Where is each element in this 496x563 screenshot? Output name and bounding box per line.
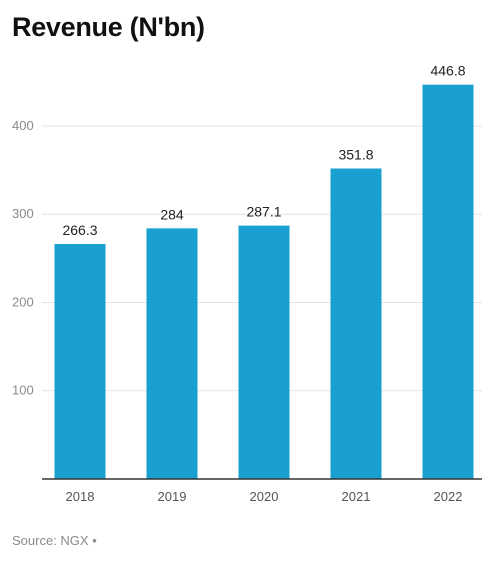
bar	[330, 168, 382, 479]
data-label: 266.3	[62, 222, 97, 238]
data-label: 351.8	[338, 147, 373, 163]
x-tick-label: 2021	[342, 489, 371, 504]
x-tick-label: 2019	[158, 489, 187, 504]
y-tick-label: 400	[12, 118, 34, 133]
bar	[146, 228, 198, 479]
x-tick-label: 2020	[250, 489, 279, 504]
source-note: Source: NGX •	[12, 533, 97, 548]
y-tick-label: 300	[12, 206, 34, 221]
data-labels: 266.3 284 287.1 351.8 446.8	[62, 63, 465, 238]
x-axis-ticks: 2018 2019 2020 2021 2022	[66, 489, 463, 504]
bar	[422, 84, 474, 479]
data-label: 287.1	[246, 204, 281, 220]
bar	[54, 243, 106, 479]
x-tick-label: 2018	[66, 489, 95, 504]
bar	[238, 225, 290, 479]
y-tick-label: 100	[12, 383, 34, 398]
bars	[54, 84, 474, 479]
y-tick-label: 200	[12, 294, 34, 309]
y-axis-ticks: 100 200 300 400	[12, 118, 34, 398]
x-tick-label: 2022	[434, 489, 463, 504]
data-label: 284	[160, 206, 184, 222]
chart-title: Revenue (N'bn)	[12, 12, 205, 42]
data-label: 446.8	[430, 63, 465, 79]
